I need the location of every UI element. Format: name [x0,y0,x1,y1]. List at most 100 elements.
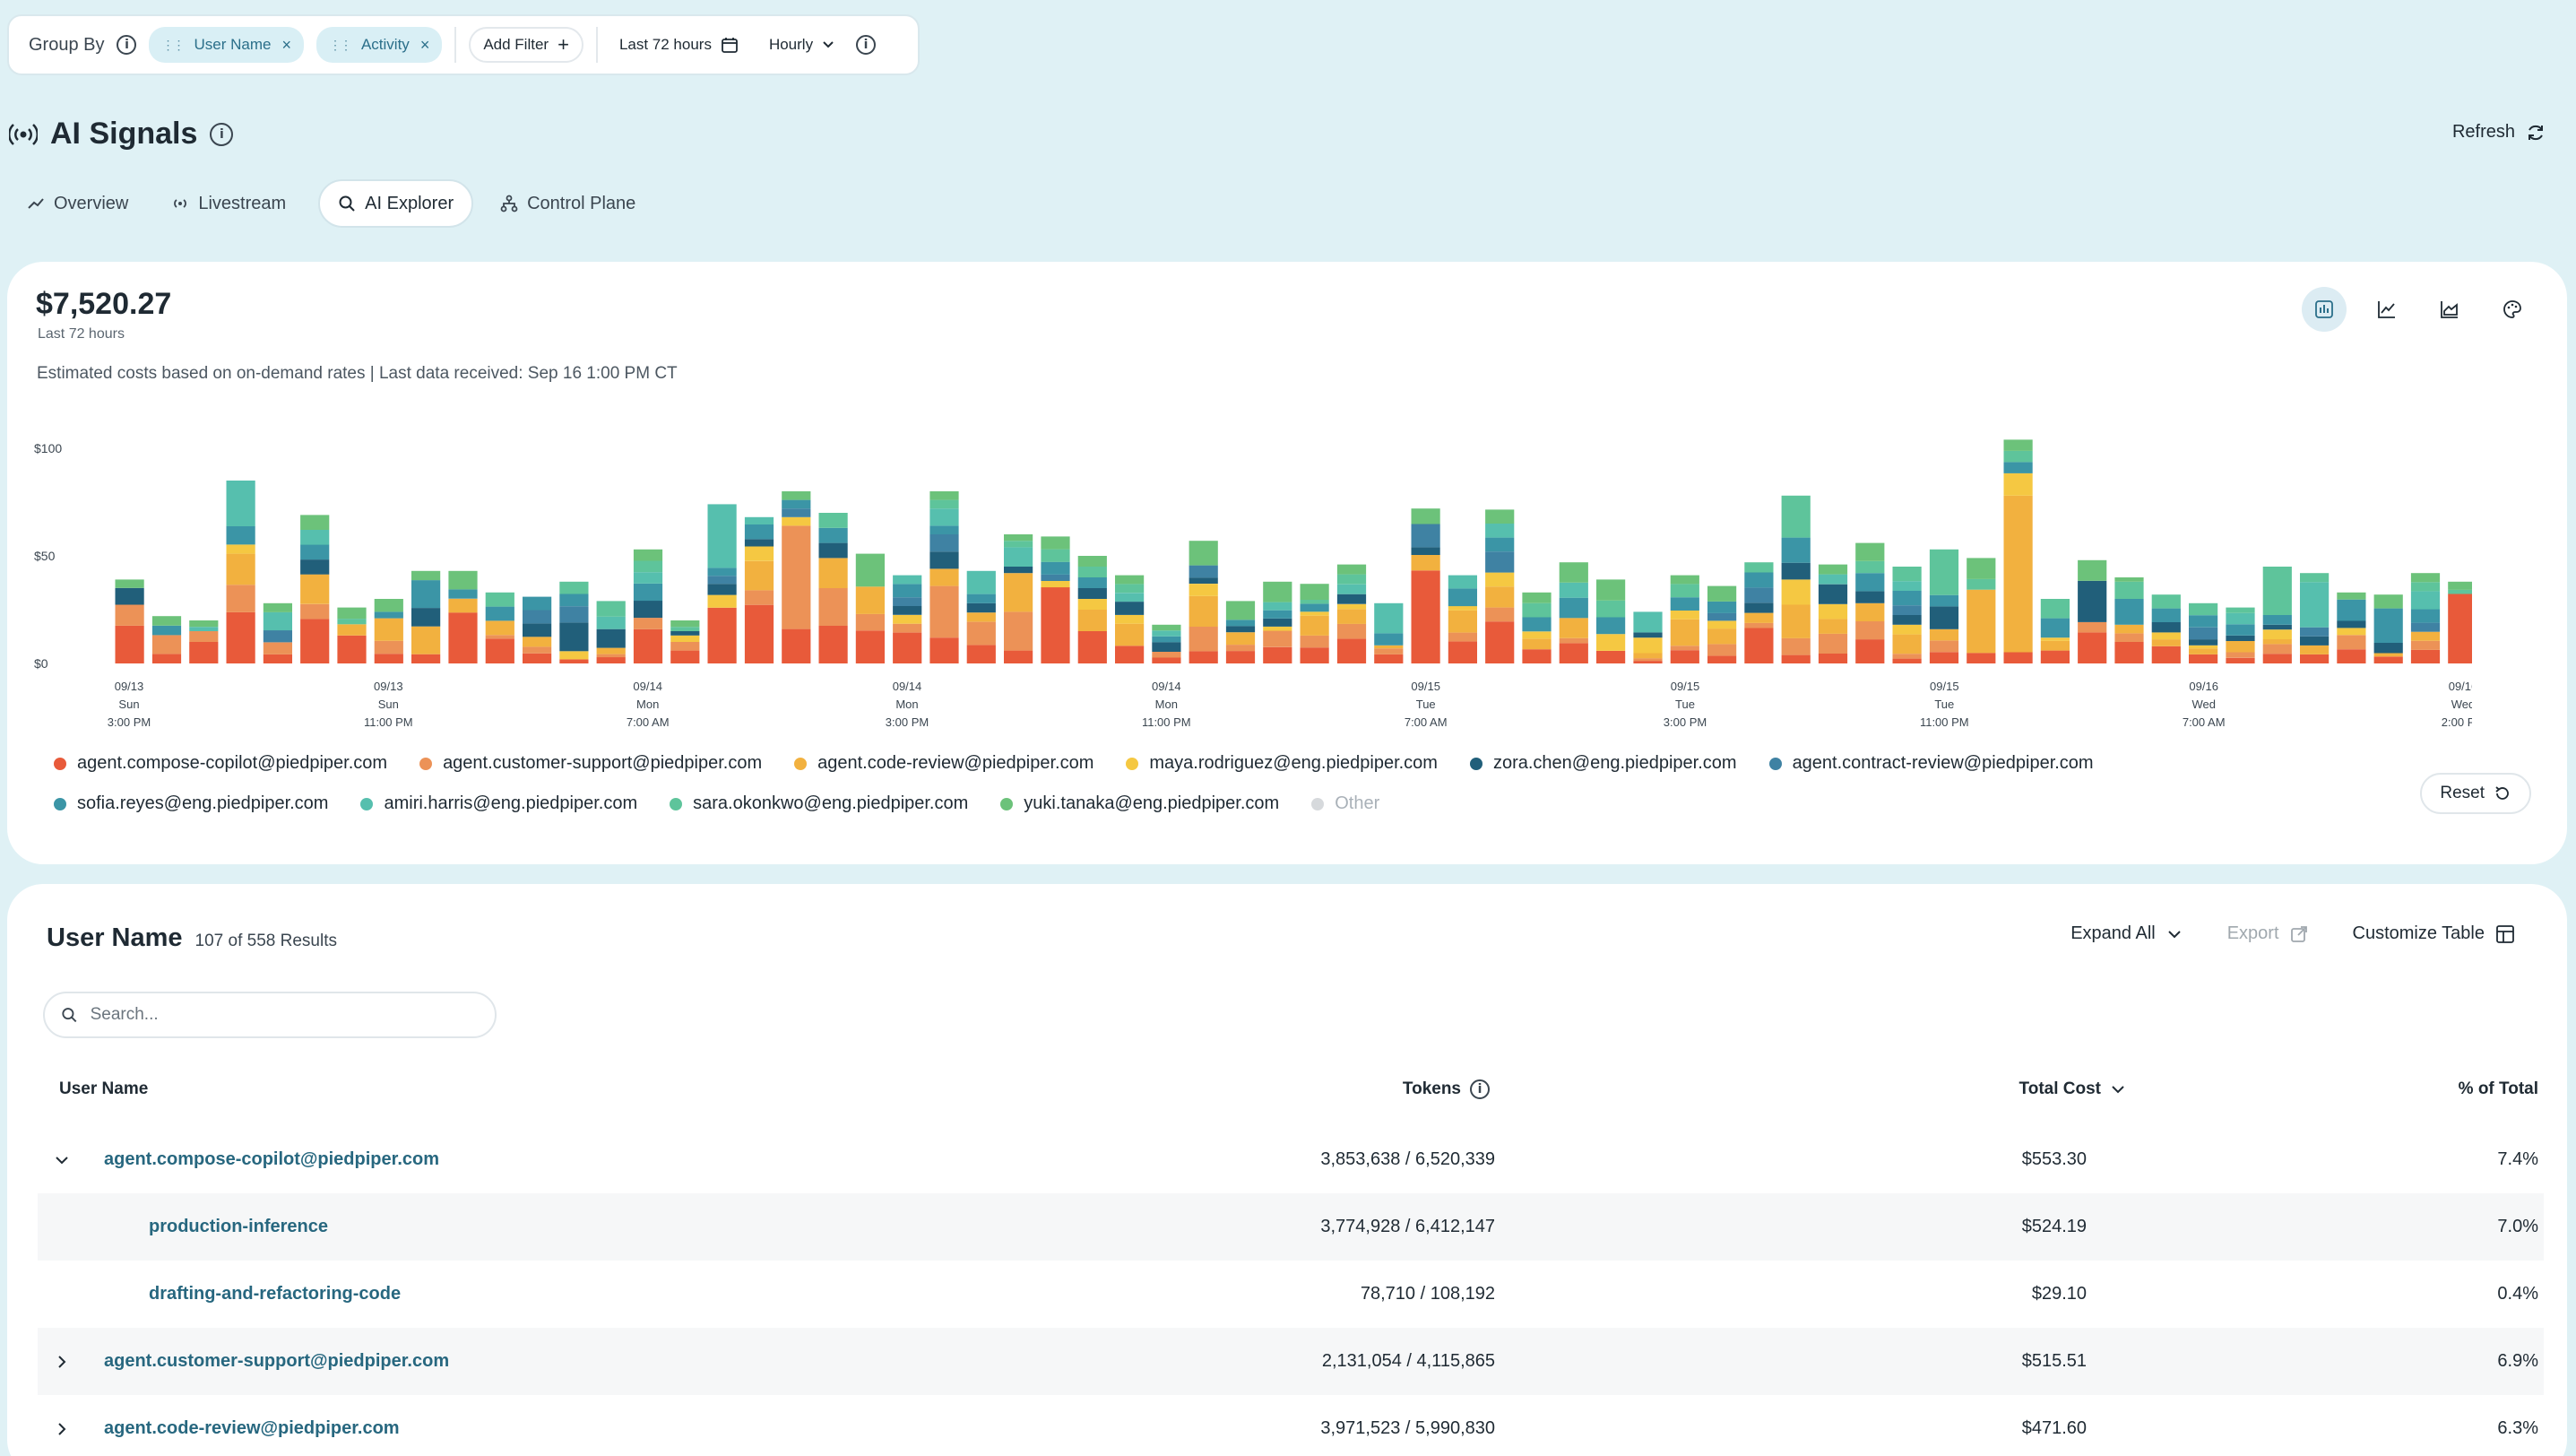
bar-segment[interactable] [893,632,922,663]
bar-segment[interactable] [1633,653,1663,659]
line-chart-button[interactable] [2364,287,2409,332]
legend-item[interactable]: amiri.harris@eng.piedpiper.com [360,793,637,814]
bar-segment[interactable] [1892,591,1922,606]
bar-segment[interactable] [485,620,514,636]
bar-segment[interactable] [2300,582,2330,628]
legend-item[interactable]: zora.chen@eng.piedpiper.com [1469,753,1737,774]
bar-segment[interactable] [1189,584,1218,596]
bar-segment[interactable] [633,560,663,573]
bar-segment[interactable] [1300,603,1329,612]
bar-segment[interactable] [744,524,774,540]
bar-segment[interactable] [1336,594,1367,604]
bar-segment[interactable] [2151,594,2181,609]
bar-segment[interactable] [337,624,367,636]
bar-segment[interactable] [374,618,403,641]
bar-segment[interactable] [2300,645,2330,654]
bar-segment[interactable] [2151,621,2181,633]
bar-segment[interactable] [1670,646,1699,651]
bar-segment[interactable] [337,607,367,620]
bar-segment[interactable] [115,579,144,588]
bar-segment[interactable] [2151,632,2181,640]
bar-segment[interactable] [1041,587,1070,663]
bar-segment[interactable] [1670,611,1699,620]
bar-segment[interactable] [2448,594,2472,664]
bar-segment[interactable] [2189,648,2218,654]
bar-segment[interactable] [1448,632,1477,642]
bar-segment[interactable] [893,623,922,633]
bar-segment[interactable] [2262,639,2292,645]
bar-segment[interactable] [226,526,255,545]
bar-segment[interactable] [226,611,255,663]
bar-segment[interactable] [411,608,441,627]
bar-segment[interactable] [1967,578,1996,590]
bar-segment[interactable] [1855,591,1885,603]
bar-segment[interactable] [263,611,292,631]
bar-segment[interactable] [818,558,848,588]
bar-segment[interactable] [1077,610,1107,631]
bar-segment[interactable] [1707,628,1737,645]
bar-segment[interactable] [818,527,848,543]
bar-segment[interactable] [1818,564,1848,575]
bar-segment[interactable] [929,499,959,509]
bar-segment[interactable] [2189,627,2218,640]
drag-handle-icon[interactable]: ⋮⋮ [328,37,352,52]
bar-segment[interactable] [1892,658,1922,663]
bar-segment[interactable] [1336,623,1367,639]
bar-segment[interactable] [1670,584,1699,598]
bar-segment[interactable] [115,625,144,663]
bar-segment[interactable] [2078,580,2107,622]
bar-segment[interactable] [1633,637,1663,654]
bar-segment[interactable] [485,606,514,621]
bar-segment[interactable] [1485,524,1515,538]
bar-segment[interactable] [1152,630,1181,637]
bar-segment[interactable] [1744,622,1774,628]
bar-segment[interactable] [1633,632,1663,638]
bar-segment[interactable] [2151,646,2181,663]
row-name-link[interactable]: production-inference [149,1217,329,1236]
bar-segment[interactable] [1818,619,1848,634]
bar-segment[interactable] [2262,654,2292,663]
bar-segment[interactable] [2337,649,2366,663]
bar-segment[interactable] [2114,599,2144,625]
bar-segment[interactable] [1559,637,1588,644]
bar-segment[interactable] [1189,577,1218,584]
bar-segment[interactable] [1596,617,1626,635]
bar-segment[interactable] [1559,597,1588,619]
bar-segment[interactable] [1077,556,1107,567]
bar-segment[interactable] [2410,573,2441,583]
tab-overview[interactable]: Overview [16,179,144,228]
bar-segment[interactable] [448,589,478,599]
bar-segment[interactable] [1744,628,1774,664]
bar-segment[interactable] [2373,653,2403,657]
bar-segment[interactable] [300,603,330,620]
bar-segment[interactable] [1004,534,1033,542]
bar-segment[interactable] [485,592,514,607]
bar-segment[interactable] [929,491,959,500]
tab-ai-explorer[interactable]: AI Explorer [318,179,474,228]
bar-segment[interactable] [707,584,737,595]
bar-segment[interactable] [707,504,737,568]
bar-segment[interactable] [2003,495,2033,653]
bar-segment[interactable] [855,630,885,663]
bar-segment[interactable] [744,546,774,561]
legend-item[interactable]: agent.customer-support@piedpiper.com [419,753,762,774]
bar-segment[interactable] [929,585,959,638]
bar-segment[interactable] [1189,627,1218,652]
bar-segment[interactable] [151,625,182,636]
bar-segment[interactable] [411,580,441,609]
bar-segment[interactable] [1707,585,1737,602]
bar-segment[interactable] [670,631,700,636]
bar-segment[interactable] [1929,606,1959,629]
bar-segment[interactable] [707,568,737,576]
bar-segment[interactable] [1300,647,1329,663]
bar-segment[interactable] [1559,582,1588,598]
table-row[interactable]: agent.customer-support@piedpiper.com 2,13… [38,1328,2544,1395]
bar-segment[interactable] [1485,509,1515,524]
bar-segment[interactable] [1855,639,1885,663]
bar-segment[interactable] [115,587,144,605]
bar-segment[interactable] [300,515,330,530]
bar-segment[interactable] [1781,579,1811,605]
bar-segment[interactable] [855,586,885,614]
bar-segment[interactable] [1300,615,1329,636]
bar-segment[interactable] [2337,628,2366,636]
